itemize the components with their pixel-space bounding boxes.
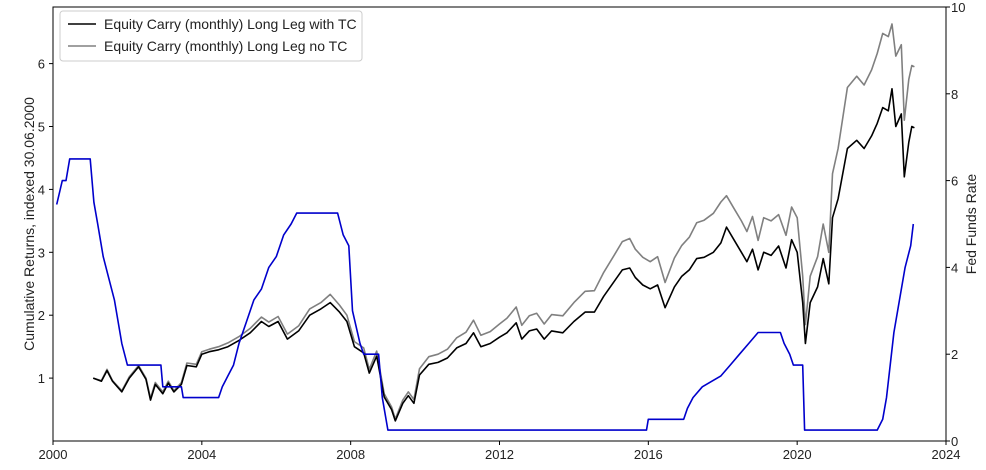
y-axis-left: 1 2 3 4 5 6 (38, 57, 53, 386)
y-left-tick-label: 3 (38, 245, 45, 260)
y-right-tick-label: 0 (951, 434, 958, 449)
legend-box (59, 10, 363, 62)
y-left-tick-label: 4 (38, 182, 45, 197)
legend-label-with-tc: Equity Carry (monthly) Long Leg with TC (104, 16, 357, 32)
y-right-tick-label: 6 (951, 174, 958, 189)
x-tick-label: 2016 (634, 447, 663, 462)
legend: Equity Carry (monthly) Long Leg with TC … (59, 10, 363, 62)
x-tick-label: 2004 (187, 447, 216, 462)
legend-label-no-tc: Equity Carry (monthly) Long Leg no TC (104, 38, 347, 54)
x-tick-label: 2012 (485, 447, 514, 462)
series-layer (55, 23, 915, 431)
x-tick-label: 2024 (932, 447, 961, 462)
y-axis-left-label: Cumulative Returns, indexed 30.06.2000 (21, 97, 37, 351)
y-left-tick-label: 1 (38, 371, 45, 386)
plot-frame (52, 6, 947, 442)
y-left-tick-label: 6 (38, 57, 45, 72)
y-axis-right-label: Fed Funds Rate (963, 174, 979, 275)
y-left-tick-label: 2 (38, 308, 45, 323)
y-right-tick-label: 10 (951, 0, 965, 15)
y-axis-right: 0 2 4 6 8 10 (946, 0, 965, 449)
series-line-with-tc (92, 88, 915, 422)
x-tick-label: 2008 (336, 447, 365, 462)
x-axis: 2000 2004 2008 2012 2016 2020 2024 (39, 441, 961, 462)
y-right-tick-label: 8 (951, 87, 958, 102)
y-right-tick-label: 4 (951, 260, 958, 275)
series-line-no-tc (92, 23, 915, 420)
series-line-fed-funds-rate (55, 158, 915, 431)
y-right-tick-label: 2 (951, 347, 958, 362)
x-tick-label: 2000 (39, 447, 68, 462)
x-tick-label: 2020 (783, 447, 812, 462)
y-left-tick-label: 5 (38, 120, 45, 135)
